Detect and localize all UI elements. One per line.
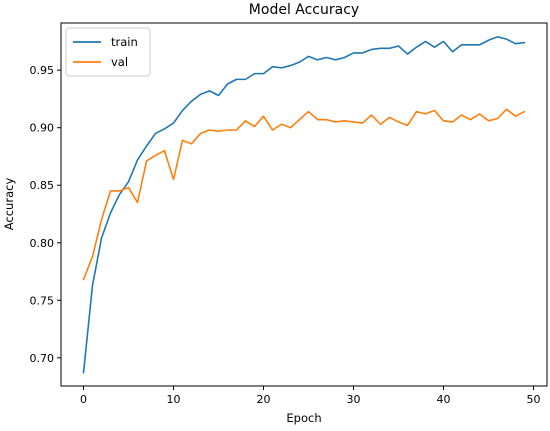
x-tick-label: 30 <box>347 393 361 406</box>
y-tick-label: 0.85 <box>30 179 55 192</box>
x-tick-label: 0 <box>80 393 87 406</box>
series-line-val <box>82 108 526 281</box>
y-axis-label: Accuracy <box>2 178 16 231</box>
y-tick-label: 0.90 <box>30 122 55 135</box>
y-tick-label: 0.80 <box>30 237 55 250</box>
x-tick-label: 10 <box>167 393 181 406</box>
series-layer <box>82 36 526 374</box>
y-axis-ticks: 0.70 0.75 0.80 0.85 0.90 0.95 <box>30 64 61 365</box>
chart-title: Model Accuracy <box>249 2 359 18</box>
x-tick-label: 50 <box>527 393 541 406</box>
legend-box <box>65 27 151 77</box>
x-axis-label: Epoch <box>286 411 321 425</box>
y-tick-label: 0.75 <box>30 294 55 307</box>
legend-label-val: val <box>111 55 128 69</box>
x-tick-label: 40 <box>437 393 451 406</box>
x-axis-ticks: 0 10 20 30 40 50 <box>80 386 541 406</box>
legend: train val <box>65 27 151 77</box>
plot-area <box>60 22 548 387</box>
legend-label-train: train <box>111 35 138 49</box>
x-tick-label: 20 <box>257 393 271 406</box>
y-tick-label: 0.95 <box>30 64 55 77</box>
y-tick-label: 0.70 <box>30 352 55 365</box>
plot-frame <box>60 22 548 387</box>
series-line-train <box>82 36 526 374</box>
